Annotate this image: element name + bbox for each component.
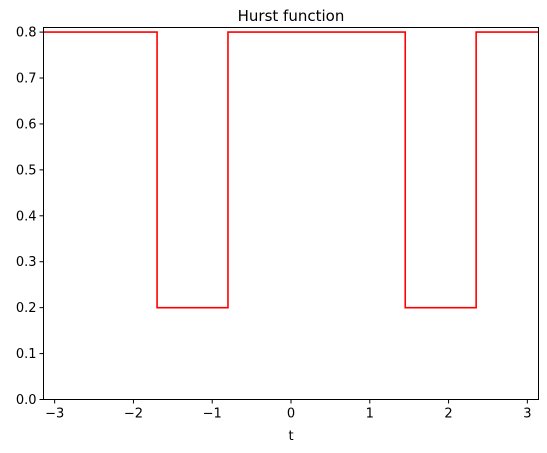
y-tick-label: 0.3 [16, 255, 37, 270]
y-tick-label: 0.4 [16, 209, 37, 224]
series-layer [43, 31, 539, 309]
y-tick-label: 0.1 [16, 347, 37, 362]
x-tick-label: 3 [523, 407, 531, 422]
x-tick-label: −1 [203, 407, 222, 422]
y-tick-label: 0.8 [16, 26, 37, 41]
x-tick-label: 0 [287, 407, 295, 422]
y-tick-label: 0.7 [16, 72, 37, 87]
y-tick-label: 0.2 [16, 301, 37, 316]
x-axis-title: t [288, 429, 293, 444]
y-tick-label: 0.6 [16, 117, 37, 132]
chart-title: Hurst function [238, 7, 345, 25]
series-line [43, 31, 539, 309]
plot-frame [43, 27, 539, 400]
y-axis: 0.0 0.1 0.2 0.3 0.4 0.5 0.6 0.7 0.8 [16, 26, 44, 408]
x-axis: −3 −2 −1 0 1 2 3 [45, 399, 531, 422]
y-tick-label: 0.0 [16, 393, 37, 408]
x-tick-label: −3 [45, 407, 64, 422]
x-tick-label: 2 [444, 407, 452, 422]
x-tick-label: 1 [366, 407, 374, 422]
x-tick-label: −2 [124, 407, 143, 422]
y-tick-label: 0.5 [16, 163, 37, 178]
